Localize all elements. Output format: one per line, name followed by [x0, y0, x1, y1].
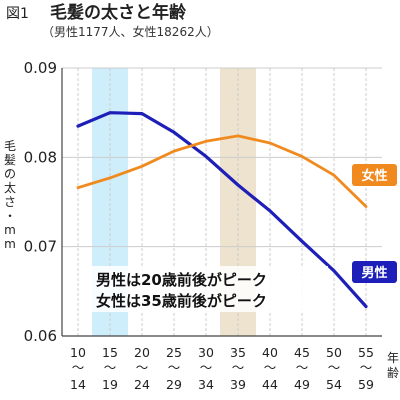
x-tick-label: 40〜 44: [262, 345, 278, 392]
legend-female: 女性: [352, 164, 397, 186]
svg-text:さ: さ: [4, 195, 16, 209]
legend-male-box: [352, 261, 397, 283]
svg-text:〜: 〜: [104, 360, 117, 375]
svg-text:25: 25: [166, 345, 182, 360]
x-tick-label: 50〜 54: [326, 345, 342, 392]
x-axis-label: 年齢: [387, 351, 399, 380]
svg-text:〜: 〜: [168, 360, 181, 375]
svg-text:44: 44: [262, 377, 278, 392]
svg-text:髪: 髪: [4, 153, 16, 167]
annotation-block: 男性は20歳前後がピーク 女性は35歳前後がピーク: [86, 266, 328, 312]
svg-text:35: 35: [230, 345, 246, 360]
svg-text:50: 50: [326, 345, 342, 360]
y-tick-label: 0.07: [24, 238, 57, 256]
svg-text:40: 40: [262, 345, 278, 360]
svg-text:毛: 毛: [4, 139, 16, 153]
y-tick-label: 0.09: [24, 59, 57, 77]
y-tick-label: 0.08: [24, 148, 57, 166]
x-tick-label: 25〜 29: [166, 345, 182, 392]
svg-text:m: m: [4, 223, 16, 237]
figure-label: 図1: [6, 6, 29, 22]
svg-text:14: 14: [70, 377, 86, 392]
svg-text:〜: 〜: [328, 360, 341, 375]
svg-text:20: 20: [134, 345, 150, 360]
svg-text:10: 10: [70, 345, 86, 360]
series-lines: [76, 111, 368, 309]
chart-title: 毛髪の太さと年齢: [50, 2, 187, 23]
legend-female-label: 女性: [361, 168, 387, 184]
svg-text:の: の: [4, 167, 16, 181]
y-ticks: 0.06 0.07 0.08 0.09: [24, 59, 57, 345]
x-tick-label: 35〜 39: [230, 345, 246, 392]
svg-text:・: ・: [4, 209, 16, 223]
svg-text:39: 39: [230, 377, 246, 392]
x-tick-label: 30〜 34: [198, 345, 214, 392]
svg-text:〜: 〜: [264, 360, 277, 375]
series-line-female: [76, 134, 368, 208]
svg-text:54: 54: [326, 377, 342, 392]
legend-male: 男性: [352, 261, 397, 283]
legend-female-box: [352, 164, 397, 186]
y-tick-label: 0.06: [24, 327, 57, 345]
svg-text:太: 太: [4, 180, 16, 195]
svg-text:59: 59: [358, 377, 374, 392]
svg-text:45: 45: [294, 345, 310, 360]
x-tick-label: 45〜 49: [294, 345, 310, 392]
chart-subtitle: （男性1177人、女性18262人）: [42, 24, 219, 39]
series-line-male: [76, 111, 368, 309]
svg-text:49: 49: [294, 377, 310, 392]
svg-text:〜: 〜: [72, 360, 85, 375]
svg-text:〜: 〜: [296, 360, 309, 375]
svg-text:19: 19: [102, 377, 118, 392]
x-ticks: 10〜1415〜1920〜2425〜2930〜3435〜3940〜4445〜49…: [70, 345, 374, 392]
x-tick-label: 55〜 59: [358, 345, 374, 392]
svg-text:〜: 〜: [200, 360, 213, 375]
x-tick-label: 15〜 19: [102, 345, 118, 392]
svg-text:齢: 齢: [387, 365, 399, 380]
svg-text:34: 34: [198, 377, 214, 392]
annotation-female: 女性は35歳前後がピーク: [96, 292, 267, 310]
svg-text:29: 29: [166, 377, 182, 392]
axes: [61, 68, 382, 337]
svg-text:30: 30: [198, 345, 214, 360]
svg-text:24: 24: [134, 377, 150, 392]
svg-text:m: m: [4, 237, 16, 251]
svg-text:55: 55: [358, 345, 374, 360]
x-tick-label: 20〜 24: [134, 345, 150, 392]
legend-male-label: 男性: [361, 265, 387, 281]
annotation-male: 男性は20歳前後がピーク: [96, 271, 267, 289]
svg-text:〜: 〜: [232, 360, 245, 375]
y-axis-label: 毛髪の太さ・mm: [4, 139, 16, 251]
svg-text:15: 15: [102, 345, 118, 360]
x-tick-label: 10〜 14: [70, 345, 86, 392]
svg-text:年: 年: [387, 351, 399, 365]
svg-text:〜: 〜: [136, 360, 149, 375]
svg-text:〜: 〜: [360, 360, 373, 375]
